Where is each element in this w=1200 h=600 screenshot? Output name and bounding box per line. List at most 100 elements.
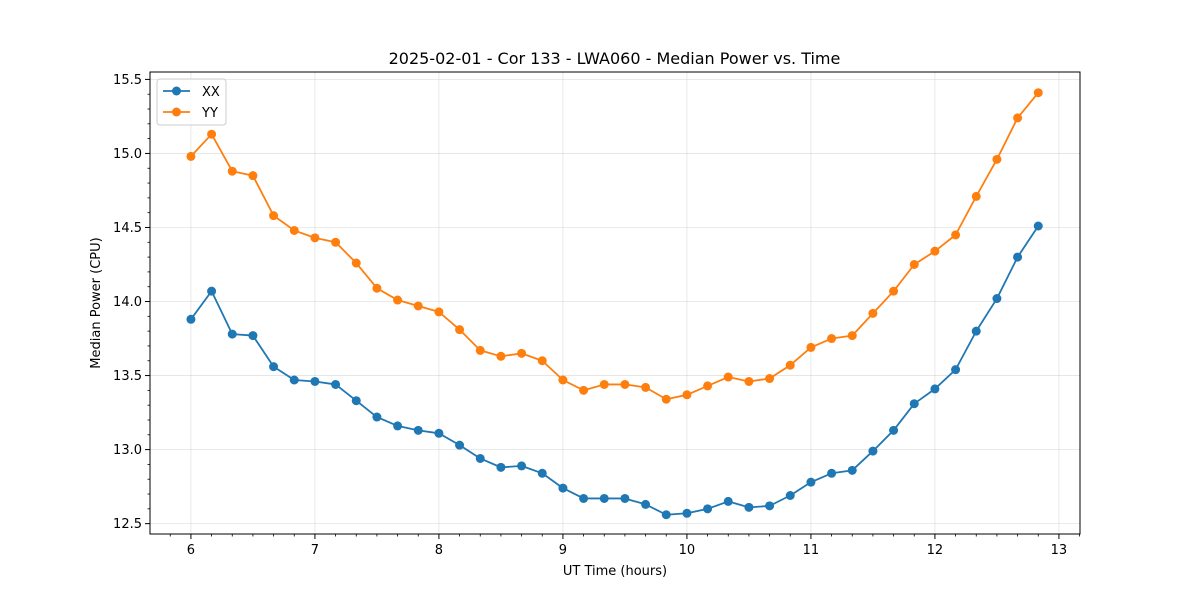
legend: XX YY	[156, 78, 227, 126]
legend-marker-yy	[172, 107, 181, 117]
data-point-xx	[620, 493, 630, 503]
data-point-yy	[537, 356, 547, 366]
data-point-yy	[351, 258, 361, 268]
x-tick-label: 9	[559, 543, 567, 558]
data-point-yy	[413, 301, 423, 311]
data-point-yy	[620, 379, 630, 389]
data-point-xx	[909, 399, 919, 409]
data-point-yy	[434, 307, 444, 317]
data-point-xx	[413, 425, 423, 435]
data-point-yy	[806, 342, 816, 352]
data-point-yy	[930, 246, 940, 256]
y-tick-label: 14.5	[113, 221, 142, 236]
y-tick-label: 14.0	[113, 295, 142, 310]
data-point-xx	[227, 329, 237, 339]
x-tick-label: 8	[435, 543, 443, 558]
data-point-yy	[827, 334, 837, 344]
data-point-xx	[827, 468, 837, 478]
data-point-yy	[269, 211, 279, 221]
data-point-xx	[537, 468, 547, 478]
data-point-yy	[579, 385, 589, 395]
y-tick-label: 15.5	[113, 73, 142, 88]
data-point-xx	[1013, 252, 1023, 262]
y-tick-label: 13.5	[113, 369, 142, 384]
data-point-yy	[455, 325, 465, 335]
data-point-yy	[682, 390, 692, 400]
data-point-yy	[248, 171, 258, 181]
data-point-yy	[785, 360, 795, 370]
data-point-xx	[186, 314, 196, 324]
data-point-xx	[289, 375, 299, 385]
x-tick-label: 10	[679, 543, 696, 558]
x-axis-label: UT Time (hours)	[563, 564, 667, 579]
x-tick-label: 13	[1051, 543, 1068, 558]
data-point-xx	[868, 446, 878, 456]
data-point-yy	[599, 379, 609, 389]
data-point-xx	[393, 421, 403, 431]
data-point-xx	[248, 331, 258, 341]
data-point-yy	[765, 374, 775, 384]
data-point-xx	[785, 491, 795, 500]
data-point-xx	[723, 496, 733, 506]
data-point-yy	[331, 237, 341, 247]
x-tick-label: 6	[187, 543, 195, 558]
data-point-xx	[1033, 221, 1043, 231]
legend-label-xx: XX	[202, 85, 220, 100]
y-axis-label: Median Power (CPU)	[89, 237, 104, 368]
data-point-xx	[207, 286, 217, 296]
data-point-yy	[744, 376, 754, 386]
data-point-yy	[1033, 88, 1043, 98]
data-point-yy	[227, 166, 237, 176]
x-axis: 6 7 8 9 10 11 12 13	[169, 534, 1080, 558]
data-point-xx	[310, 376, 320, 386]
data-point-yy	[723, 372, 733, 382]
chart-title: 2025-02-01 - Cor 133 - LWA060 - Median P…	[389, 49, 841, 68]
data-point-xx	[744, 502, 754, 512]
data-point-yy	[703, 381, 713, 391]
data-point-yy	[289, 225, 299, 235]
data-point-xx	[269, 362, 279, 372]
data-point-yy	[475, 345, 485, 355]
data-point-yy	[951, 230, 961, 240]
data-point-xx	[992, 294, 1002, 304]
series-xx	[186, 221, 1043, 520]
grid	[150, 72, 1080, 534]
data-point-xx	[351, 396, 361, 406]
data-point-xx	[765, 501, 775, 511]
data-point-xx	[971, 326, 981, 336]
data-point-xx	[930, 384, 940, 394]
data-point-yy	[889, 286, 899, 296]
data-point-xx	[517, 461, 527, 471]
data-point-yy	[372, 283, 382, 293]
data-point-yy	[186, 151, 196, 161]
data-point-xx	[434, 428, 444, 438]
data-point-xx	[641, 499, 651, 509]
data-point-xx	[806, 477, 816, 487]
data-point-yy	[847, 331, 857, 341]
x-tick-label: 11	[803, 543, 820, 558]
data-point-yy	[1013, 113, 1023, 123]
x-tick-label: 12	[927, 543, 944, 558]
data-point-yy	[992, 154, 1002, 164]
data-point-yy	[393, 295, 403, 305]
data-point-xx	[661, 510, 671, 520]
x-tick-label: 7	[311, 543, 319, 558]
series-line-yy	[190, 92, 1039, 401]
series-layer	[186, 88, 1043, 520]
data-point-xx	[496, 462, 506, 472]
y-tick-label: 12.5	[113, 517, 142, 532]
data-point-yy	[496, 351, 506, 361]
y-tick-label: 15.0	[113, 147, 142, 162]
data-point-xx	[331, 379, 341, 389]
legend-marker-xx	[172, 86, 181, 96]
y-tick-label: 13.0	[113, 443, 142, 458]
data-point-yy	[641, 382, 651, 392]
series-yy	[186, 88, 1043, 404]
data-point-xx	[951, 365, 961, 375]
data-point-xx	[847, 465, 857, 475]
y-axis: 12.5 13.0 13.5 14.0 14.5 15.0 15.5	[113, 73, 150, 532]
data-point-yy	[971, 191, 981, 201]
data-point-xx	[558, 483, 568, 493]
data-point-yy	[310, 233, 320, 243]
